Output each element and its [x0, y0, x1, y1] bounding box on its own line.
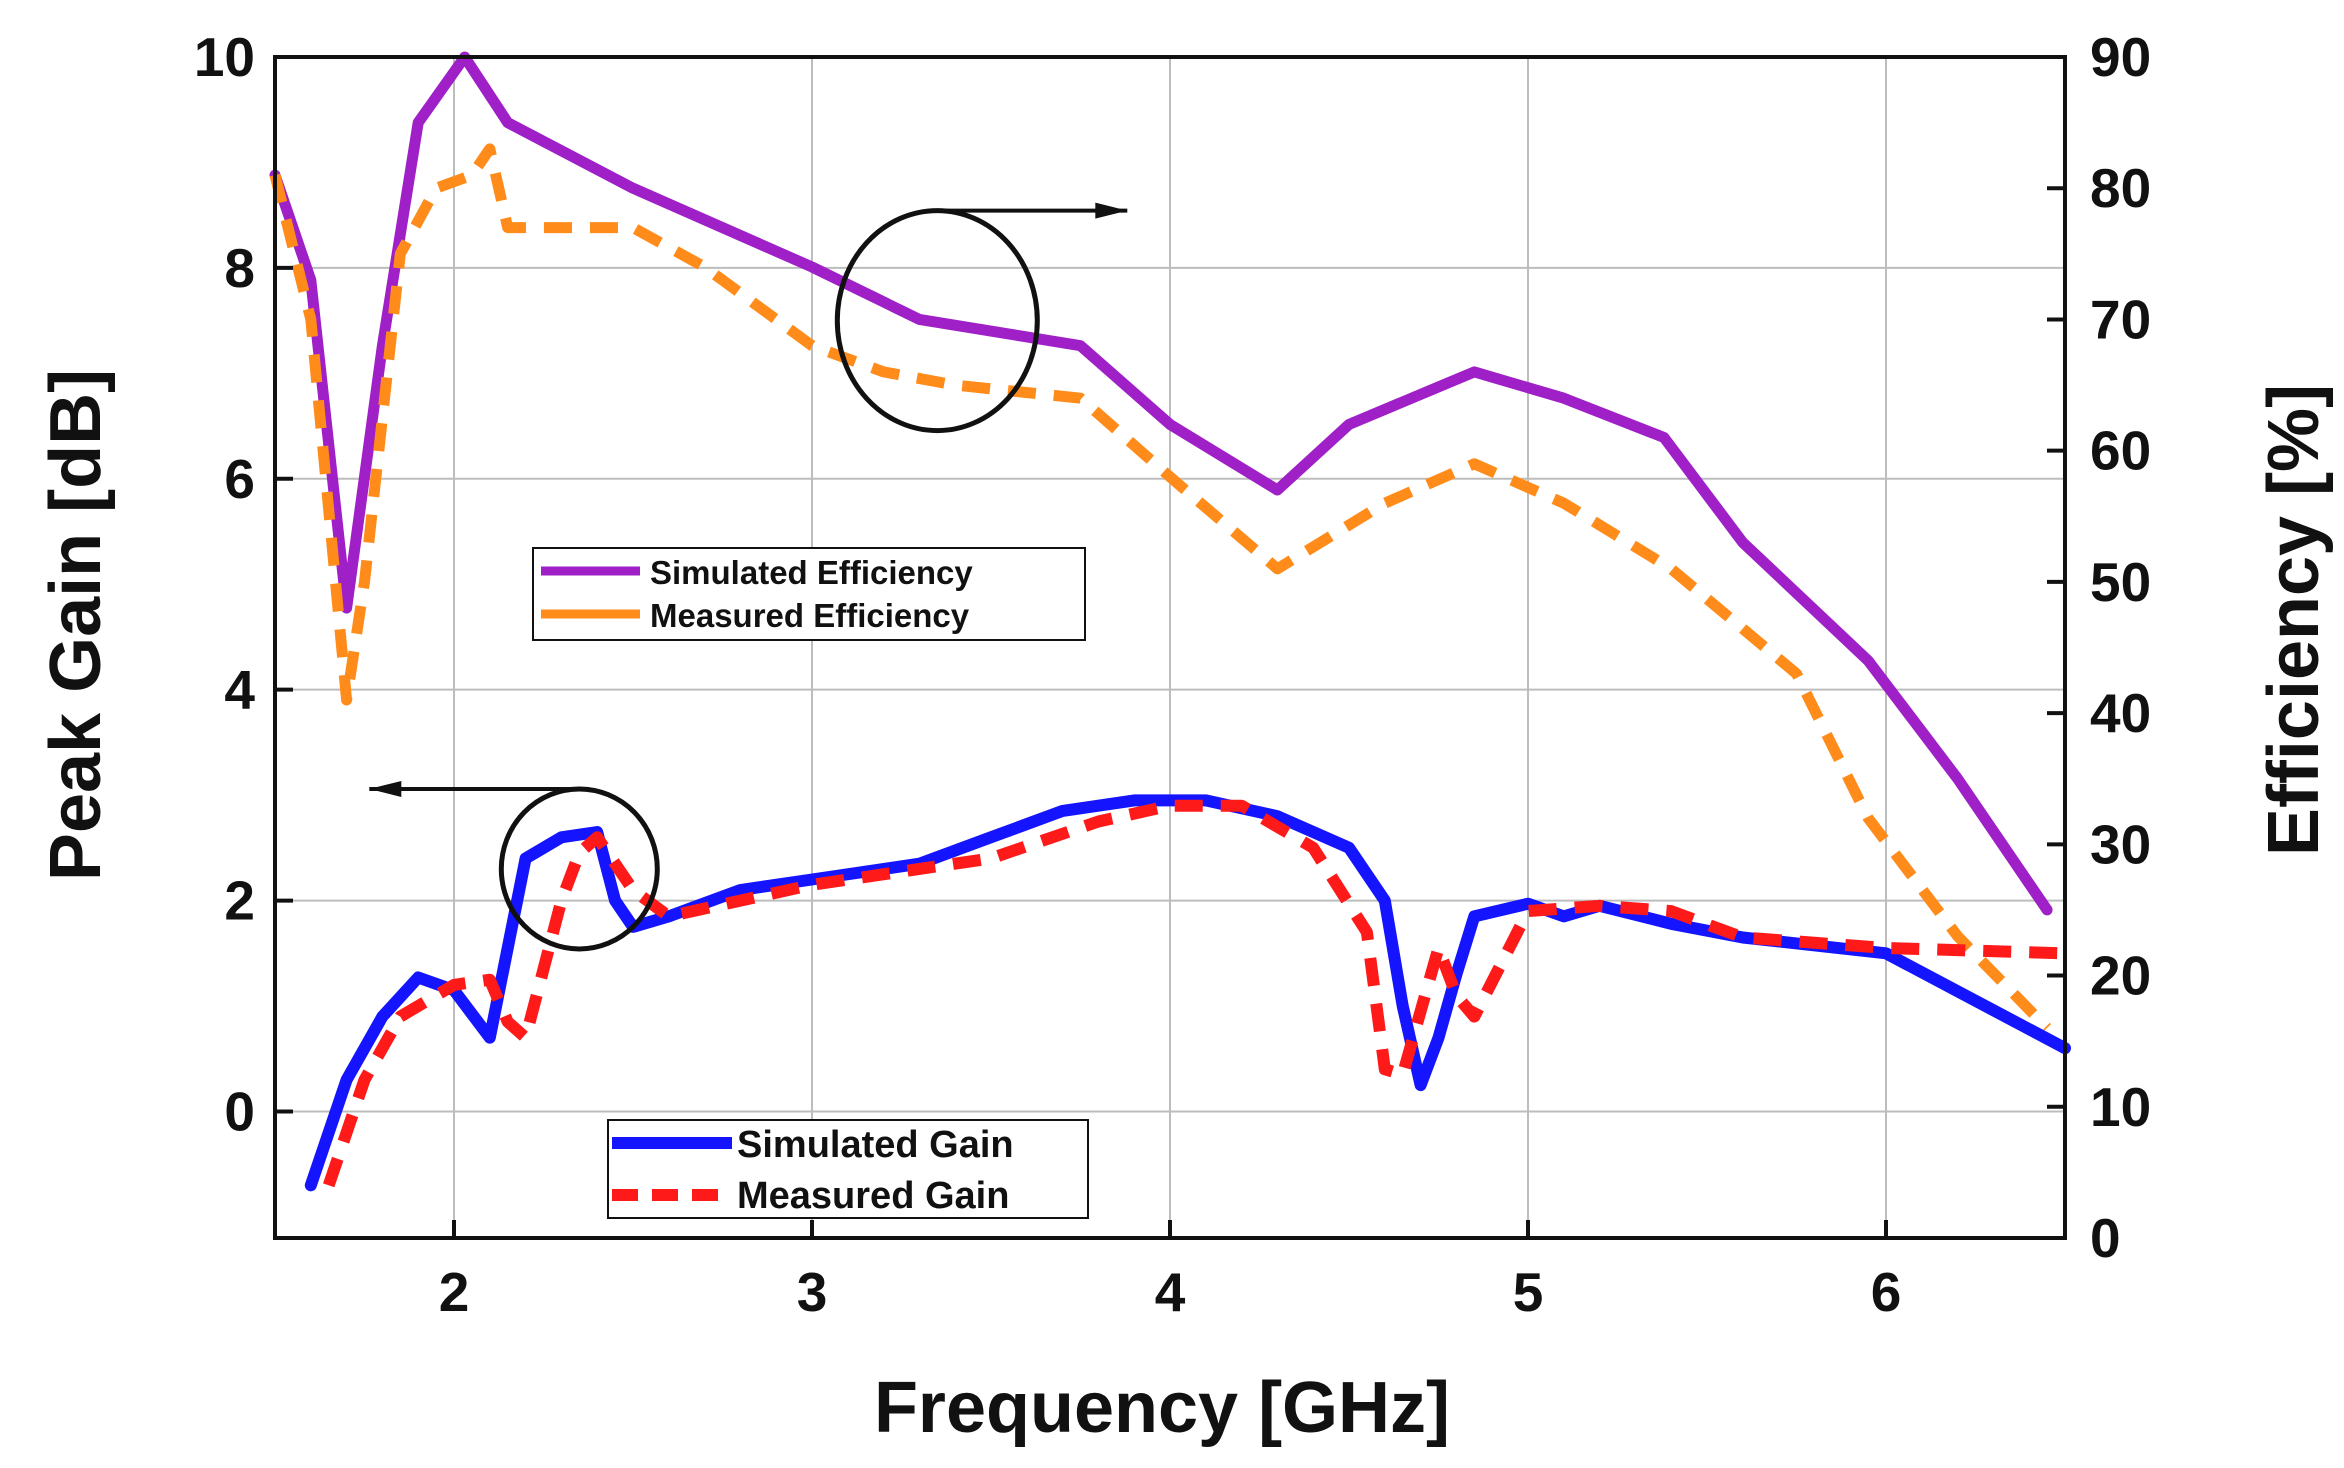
- y2-tick-label: 60: [2090, 420, 2151, 482]
- y2-tick-label: 80: [2090, 157, 2151, 219]
- x-tick-label: 4: [1155, 1261, 1186, 1323]
- series-line-measured-gain: [323, 799, 2066, 1188]
- legend-label-simulated-gain: Simulated Gain: [737, 1124, 1014, 1166]
- series-lines: [269, 51, 2071, 1192]
- series-line-simulated-gain: [304, 794, 2071, 1192]
- annotation-arrowhead-gain: [369, 780, 402, 797]
- x-tick-label: 2: [439, 1261, 470, 1323]
- legend-gain-box: [607, 1119, 1089, 1219]
- legend-label-measured-efficiency: Measured Efficiency: [650, 597, 970, 634]
- y-tick-label: 0: [224, 1080, 255, 1142]
- legend-efficiency: Simulated Efficiency Measured Efficiency: [532, 547, 1086, 641]
- series-line-simulated-efficiency: [269, 51, 2053, 916]
- y2-tick-label: 10: [2090, 1076, 2151, 1138]
- y-tick-label: 6: [224, 448, 255, 510]
- legend-gain: Simulated Gain Measured Gain: [607, 1119, 1089, 1219]
- y-axis-title: Peak Gain [dB]: [36, 369, 116, 881]
- y-tick-label: 8: [224, 237, 255, 299]
- y2-tick-label: 50: [2090, 551, 2151, 613]
- y2-tick-label: 20: [2090, 945, 2151, 1007]
- y2-tick-label: 90: [2090, 26, 2151, 88]
- legend-efficiency-box: [532, 547, 1086, 641]
- legend-label-measured-gain: Measured Gain: [737, 1175, 1009, 1217]
- legend-label-simulated-efficiency: Simulated Efficiency: [650, 554, 973, 591]
- y2-axis-title: Efficiency [%]: [2254, 384, 2334, 856]
- annotations: [369, 202, 1128, 952]
- y2-tick-label: 30: [2090, 813, 2151, 875]
- x-tick-label: 5: [1513, 1261, 1544, 1323]
- y2-tick-label: 70: [2090, 288, 2151, 350]
- annotation-arrowhead-efficiency: [1095, 202, 1128, 219]
- x-tick-label: 3: [797, 1261, 828, 1323]
- y-tick-label: 4: [224, 659, 255, 721]
- y2-tick-label: 40: [2090, 682, 2151, 744]
- y-tick-label: 2: [224, 870, 255, 932]
- x-tick-label: 6: [1871, 1261, 1902, 1323]
- x-axis-title: Frequency [GHz]: [874, 1368, 1450, 1448]
- series-line-measured-efficiency: [269, 143, 2052, 1032]
- y2-tick-label: 0: [2090, 1207, 2121, 1269]
- y-tick-label: 10: [194, 26, 255, 88]
- grid: [275, 57, 2065, 1238]
